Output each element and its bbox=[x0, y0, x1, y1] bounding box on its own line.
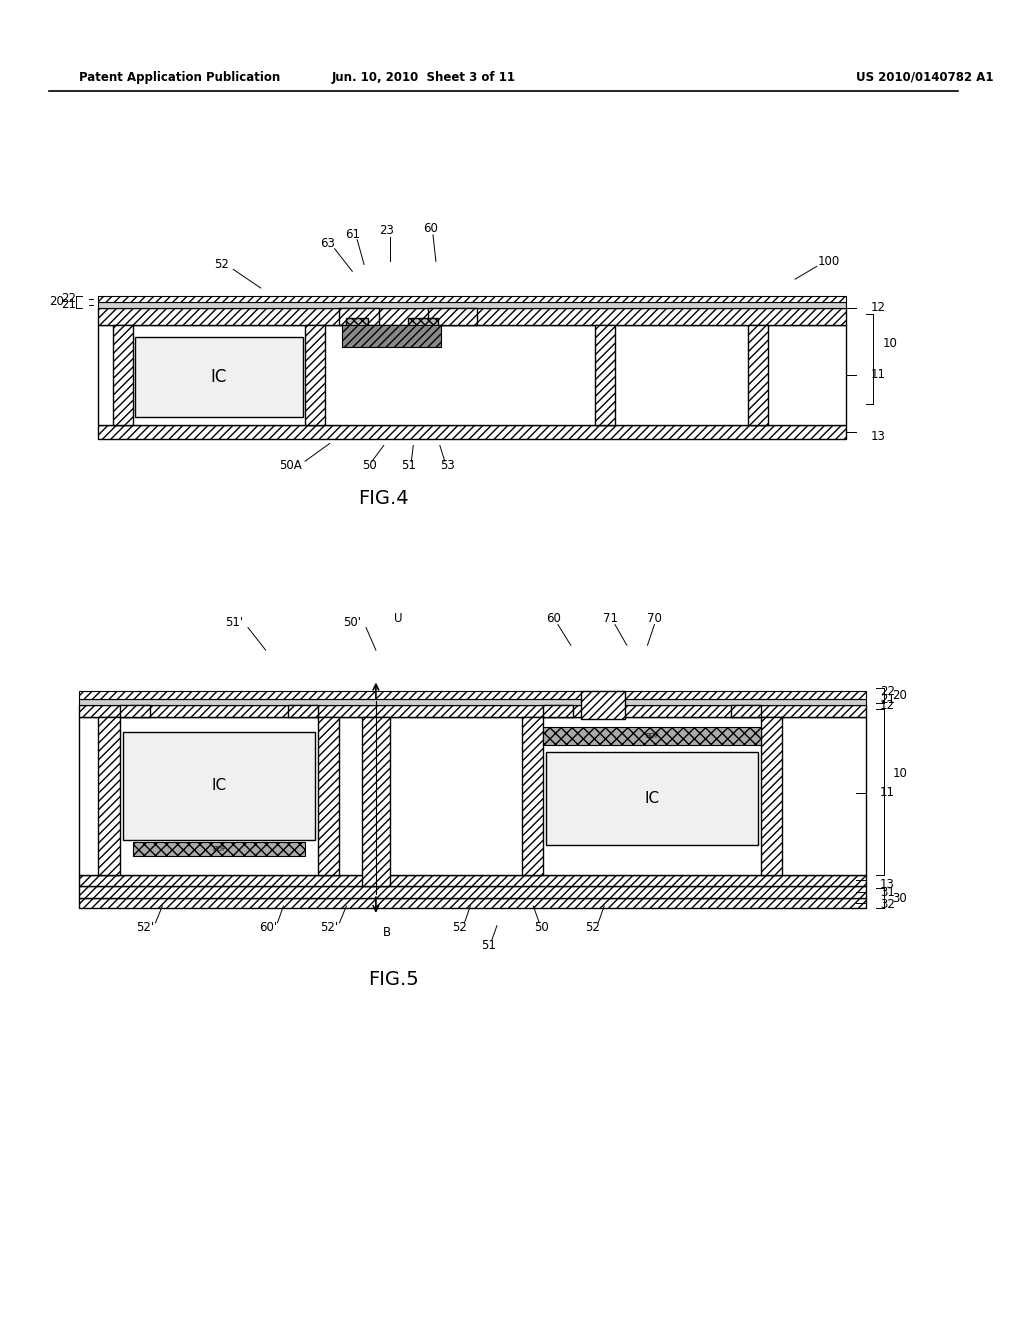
Bar bbox=[748, 326, 768, 425]
Bar bbox=[79, 898, 866, 908]
Text: 23: 23 bbox=[379, 224, 394, 238]
Text: 50: 50 bbox=[534, 921, 549, 935]
Bar bbox=[79, 886, 866, 898]
Text: 52: 52 bbox=[585, 921, 600, 935]
Text: FIG.4: FIG.4 bbox=[358, 490, 409, 508]
Text: BDF: BDF bbox=[645, 733, 658, 739]
Bar bbox=[98, 308, 846, 326]
Bar bbox=[120, 705, 150, 717]
Bar bbox=[317, 717, 340, 875]
Text: 51: 51 bbox=[401, 458, 416, 471]
Bar bbox=[342, 326, 441, 347]
Bar bbox=[521, 717, 543, 875]
Text: 22: 22 bbox=[60, 292, 76, 305]
Text: 52: 52 bbox=[453, 921, 467, 935]
Bar bbox=[79, 700, 866, 705]
Text: IC: IC bbox=[211, 368, 227, 385]
Text: 11: 11 bbox=[870, 368, 886, 381]
Text: IC: IC bbox=[211, 779, 226, 793]
Bar bbox=[543, 727, 761, 744]
Text: IC: IC bbox=[644, 791, 659, 805]
Text: 50A: 50A bbox=[279, 458, 302, 471]
Text: 10: 10 bbox=[893, 767, 907, 780]
Bar bbox=[409, 318, 438, 335]
Text: 60': 60' bbox=[259, 921, 278, 935]
Bar bbox=[761, 717, 782, 875]
Bar bbox=[135, 337, 303, 417]
Text: 50': 50' bbox=[343, 616, 361, 630]
Text: Jun. 10, 2010  Sheet 3 of 11: Jun. 10, 2010 Sheet 3 of 11 bbox=[331, 71, 515, 84]
Bar bbox=[98, 296, 846, 302]
Text: 52: 52 bbox=[214, 257, 228, 271]
Bar bbox=[98, 425, 846, 438]
Text: 12: 12 bbox=[870, 301, 886, 314]
Text: 30: 30 bbox=[893, 891, 907, 904]
Bar bbox=[98, 326, 846, 425]
Text: 63: 63 bbox=[321, 238, 335, 251]
Bar bbox=[305, 326, 325, 425]
Text: 60: 60 bbox=[424, 223, 438, 235]
Text: 13: 13 bbox=[880, 878, 895, 891]
Bar bbox=[546, 751, 758, 845]
Bar bbox=[340, 308, 379, 326]
Bar bbox=[133, 842, 305, 855]
Text: 51': 51' bbox=[225, 616, 244, 630]
Text: 10: 10 bbox=[883, 337, 898, 350]
Text: 20: 20 bbox=[49, 296, 63, 309]
Text: 51: 51 bbox=[481, 939, 497, 952]
Bar bbox=[428, 308, 477, 326]
Text: 70: 70 bbox=[647, 612, 662, 626]
Bar bbox=[79, 717, 866, 875]
Bar bbox=[346, 318, 368, 335]
Text: 60: 60 bbox=[547, 612, 561, 626]
Bar bbox=[98, 717, 120, 875]
Bar bbox=[114, 326, 133, 425]
Text: 20: 20 bbox=[893, 689, 907, 702]
Text: 13: 13 bbox=[870, 430, 886, 444]
Text: 11: 11 bbox=[880, 787, 895, 800]
Text: 53: 53 bbox=[440, 458, 455, 471]
Bar bbox=[595, 326, 615, 425]
Bar bbox=[362, 717, 390, 886]
Text: B: B bbox=[383, 927, 391, 939]
Text: 12: 12 bbox=[880, 698, 895, 711]
Text: 61: 61 bbox=[345, 228, 359, 242]
Text: 52': 52' bbox=[136, 921, 155, 935]
Text: 31: 31 bbox=[880, 886, 895, 899]
Text: 32: 32 bbox=[880, 898, 895, 911]
Bar bbox=[123, 731, 315, 840]
Text: U: U bbox=[394, 612, 402, 626]
Text: FIG.5: FIG.5 bbox=[369, 970, 419, 989]
Text: 21: 21 bbox=[60, 298, 76, 312]
Bar bbox=[79, 692, 866, 700]
Text: 52': 52' bbox=[321, 921, 339, 935]
Text: BDF: BDF bbox=[212, 846, 226, 851]
Bar bbox=[543, 705, 572, 717]
Text: 50: 50 bbox=[361, 458, 377, 471]
Bar bbox=[79, 875, 866, 886]
Text: 21: 21 bbox=[880, 693, 895, 706]
Text: 71: 71 bbox=[602, 612, 617, 626]
Text: Patent Application Publication: Patent Application Publication bbox=[79, 71, 280, 84]
Text: 22: 22 bbox=[880, 685, 895, 698]
Bar bbox=[79, 705, 866, 717]
Bar bbox=[731, 705, 761, 717]
Bar bbox=[289, 705, 317, 717]
Text: US 2010/0140782 A1: US 2010/0140782 A1 bbox=[856, 71, 993, 84]
Bar bbox=[98, 302, 846, 308]
Text: 100: 100 bbox=[817, 255, 840, 268]
Bar bbox=[581, 692, 625, 719]
